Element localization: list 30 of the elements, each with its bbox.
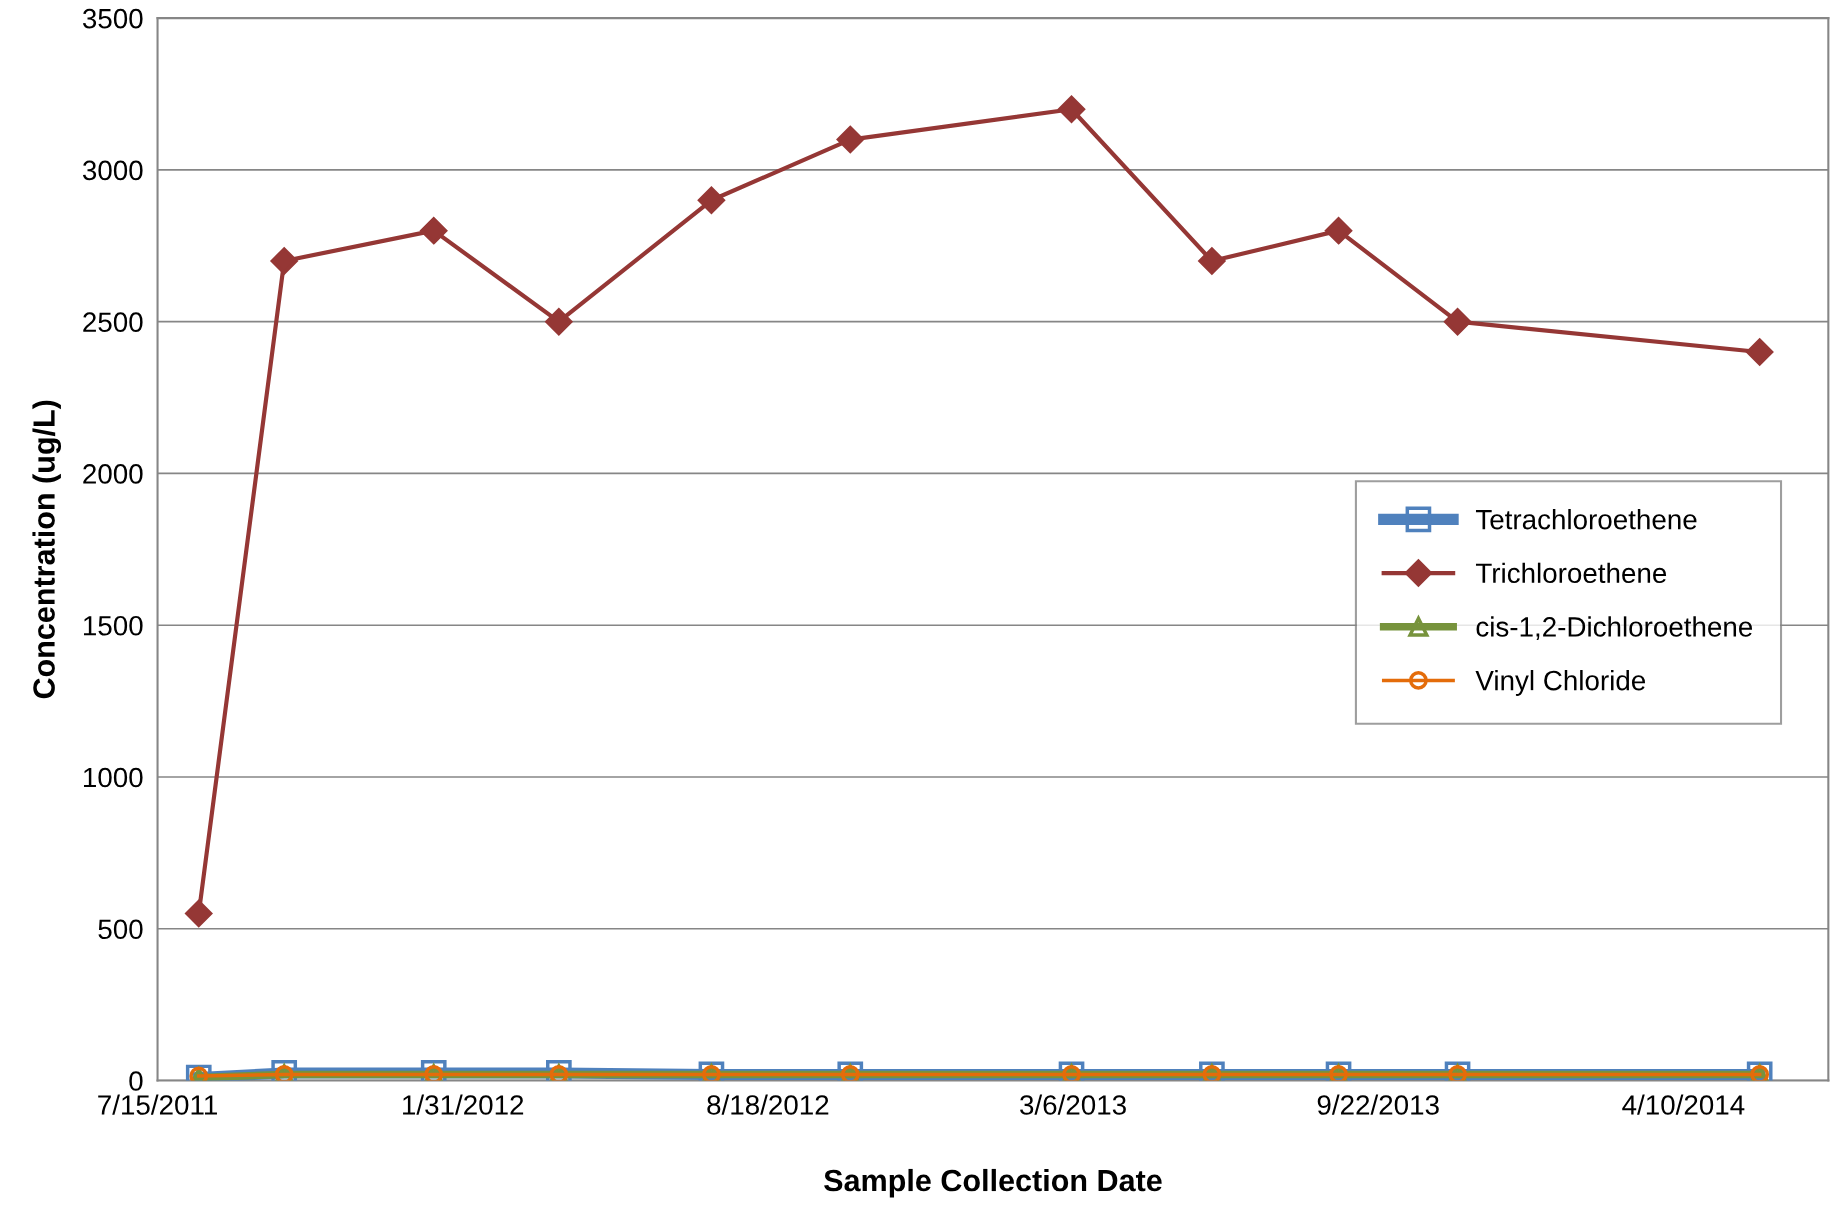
x-tick-label: 7/15/2011 [98,1094,217,1115]
x-tick-label: 8/18/2012 [707,1094,829,1115]
y-tick-label: 3500 [82,8,143,29]
point [420,217,448,245]
legend-label: cis-1,2-Dichloroethene [1476,616,1753,641]
y-tick-label: 1000 [83,767,143,788]
y-tick-label: 1500 [83,615,143,636]
legend-label: Trichloroethene [1475,562,1667,584]
legend-label: Vinyl Chloride [1475,670,1646,696]
point [545,308,573,336]
point [1198,247,1226,275]
point [836,126,864,154]
y-tick-label: 2500 [83,312,143,333]
y-tick-label: 2000 [83,464,143,484]
point [270,247,298,275]
point [1746,338,1774,366]
x-tick-label: 4/10/2014 [1622,1094,1745,1115]
x-axis-title: Sample Collection Date [824,1168,1162,1198]
y-tick-label: 0 [129,1071,143,1091]
x-tick-label: 1/31/2012 [403,1094,524,1115]
y-axis-title: Concentration (ug/L) [32,400,62,699]
point [1325,217,1353,245]
point [1058,95,1086,123]
x-tick-label: 3/6/2013 [1020,1094,1126,1115]
point [1444,308,1472,336]
legend-label: Tetrachloroethene [1475,509,1697,530]
x-tick-label: 9/22/2013 [1317,1094,1439,1115]
y-tick-label: 500 [98,919,143,940]
y-tick-label: 3000 [82,160,143,181]
point [697,186,725,214]
